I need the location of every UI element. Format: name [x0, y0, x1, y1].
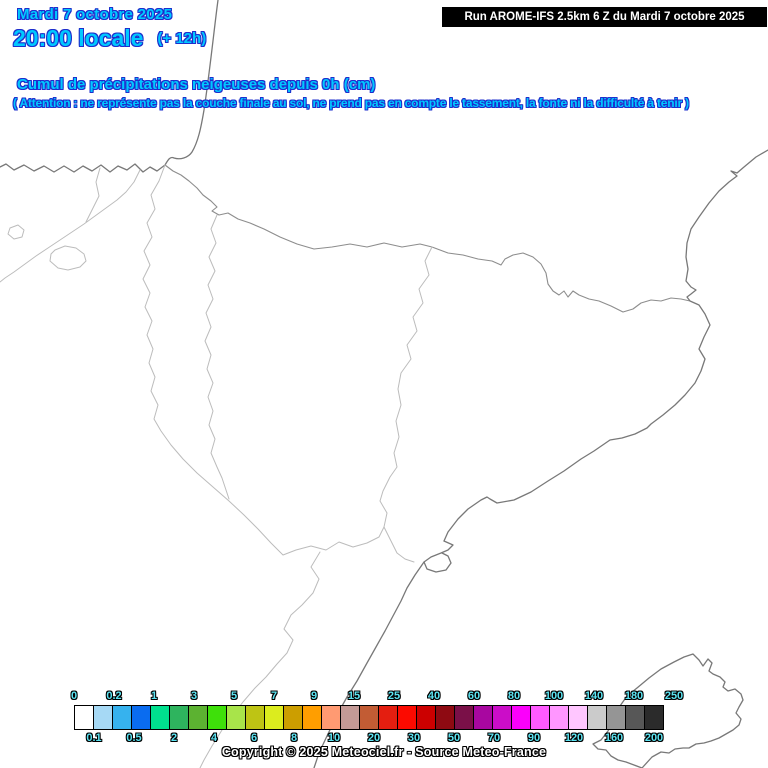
mallorca-outline [592, 653, 744, 768]
map-title: Cumul de précipitations neigeuses depuis… [17, 76, 376, 93]
coastline-atlantic [0, 0, 219, 173]
warning-note: ( Attention : ne représente pas la couch… [13, 96, 689, 110]
coastline-ebro-delta [423, 540, 454, 573]
model-run-banner: Run AROME-IFS 2.5km 6 Z du Mardi 7 octob… [442, 7, 767, 27]
border-pyrenees [164, 164, 691, 313]
border-basque [0, 169, 141, 283]
border-teruel [199, 551, 321, 768]
coastline-mediterranean [443, 149, 768, 542]
copyright-notice: Copyright © 2025 Meteociel.fr - Source M… [221, 745, 547, 759]
trevino-enclave [49, 245, 87, 271]
border-navarra-east [204, 214, 230, 500]
border-aragon-catalonia [379, 246, 433, 563]
date-label: Mardi 7 octobre 2025 [17, 6, 173, 23]
time-row: 20:00 locale (+ 12h) [13, 25, 206, 52]
border-aragon-west [142, 164, 385, 556]
coastline-valencia [313, 561, 425, 768]
forecast-offset-label: (+ 12h) [157, 30, 207, 47]
local-time-label: 20:00 locale [13, 25, 144, 51]
small-enclave [7, 224, 25, 240]
border-basque-2 [85, 167, 101, 223]
